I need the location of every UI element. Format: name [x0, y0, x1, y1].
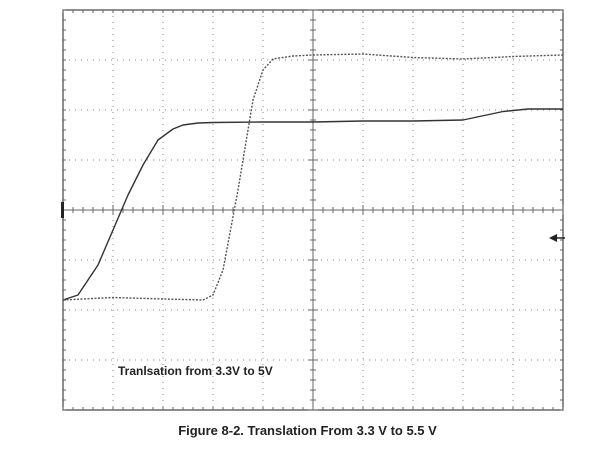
trace-annotation: Tranlsation from 3.3V to 5V	[118, 364, 273, 378]
graticule	[62, 9, 564, 411]
figure-caption: Figure 8-2. Translation From 3.3 V to 5.…	[178, 423, 437, 438]
trace-input-3v3	[62, 108, 563, 301]
traces	[62, 53, 564, 301]
trace-output-5v	[62, 53, 564, 301]
channel-marker-icon	[61, 202, 64, 218]
markers	[61, 202, 565, 242]
